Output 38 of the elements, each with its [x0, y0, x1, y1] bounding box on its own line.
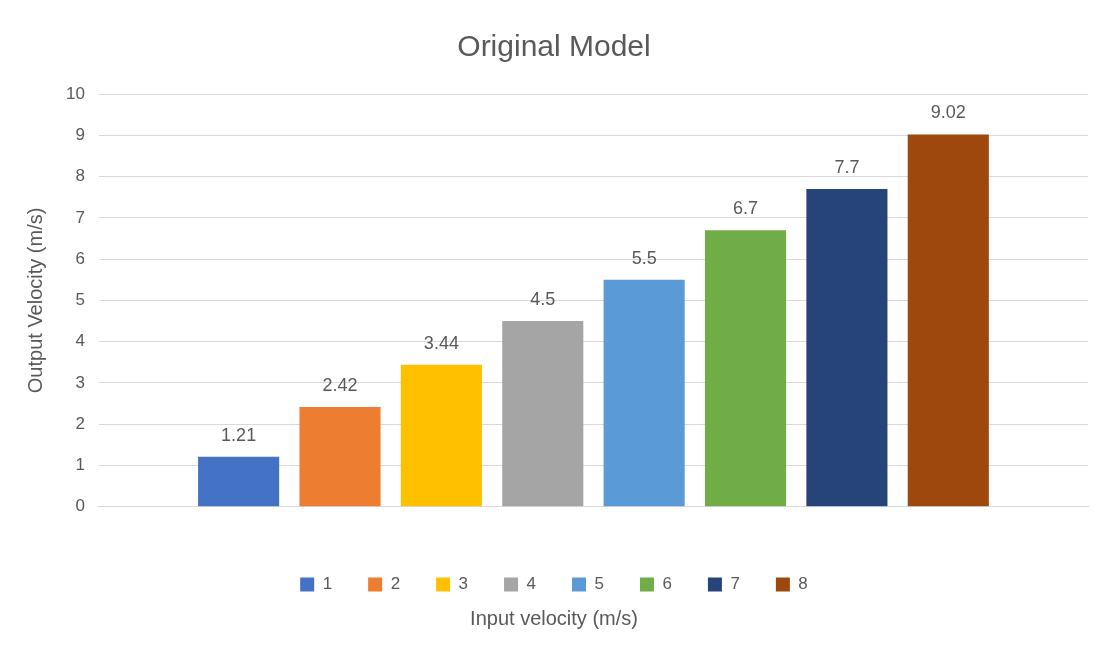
y-tick-label: 1: [75, 455, 85, 475]
data-label: 3.44: [423, 332, 459, 353]
y-tick-label: 9: [75, 124, 85, 144]
legend-label: 1: [322, 574, 333, 594]
bar: [198, 456, 280, 507]
y-tick-label: 4: [75, 331, 85, 351]
legend-label: 5: [594, 574, 604, 594]
legend-label: 6: [662, 574, 672, 594]
data-label: 4.5: [530, 289, 556, 310]
y-axis-title: Output Velocity (m/s): [23, 207, 46, 394]
y-tick-label: 0: [75, 496, 85, 516]
data-label: 5.5: [631, 247, 657, 268]
legend-label: 2: [390, 574, 401, 594]
bar: [704, 230, 787, 507]
bar: [907, 134, 989, 507]
data-label: 2.42: [322, 374, 358, 395]
y-tick-label: 8: [75, 166, 85, 186]
bar: [299, 406, 381, 507]
data-label: 9.02: [930, 102, 966, 123]
chart-title: Original Model: [457, 29, 651, 63]
y-tick-label: 7: [75, 207, 85, 227]
bar: [400, 364, 482, 507]
y-tick-label: 3: [75, 372, 85, 392]
bar: [502, 321, 584, 507]
legend-label: 4: [526, 574, 537, 594]
y-tick-label: 2: [75, 413, 85, 433]
y-tick-label: 6: [75, 248, 85, 268]
bar: [806, 188, 888, 507]
data-label: 1.21: [221, 424, 257, 445]
y-tick-label: 10: [65, 83, 85, 103]
legend-label: 3: [458, 574, 469, 594]
bar: [603, 279, 685, 507]
legend-label: 7: [730, 574, 740, 594]
x-axis-title: Input velocity (m/s): [470, 606, 638, 629]
data-label: 7.7: [834, 156, 860, 177]
y-tick-label: 5: [75, 290, 85, 310]
data-label: 6.7: [733, 198, 759, 219]
legend-label: 8: [798, 574, 808, 594]
